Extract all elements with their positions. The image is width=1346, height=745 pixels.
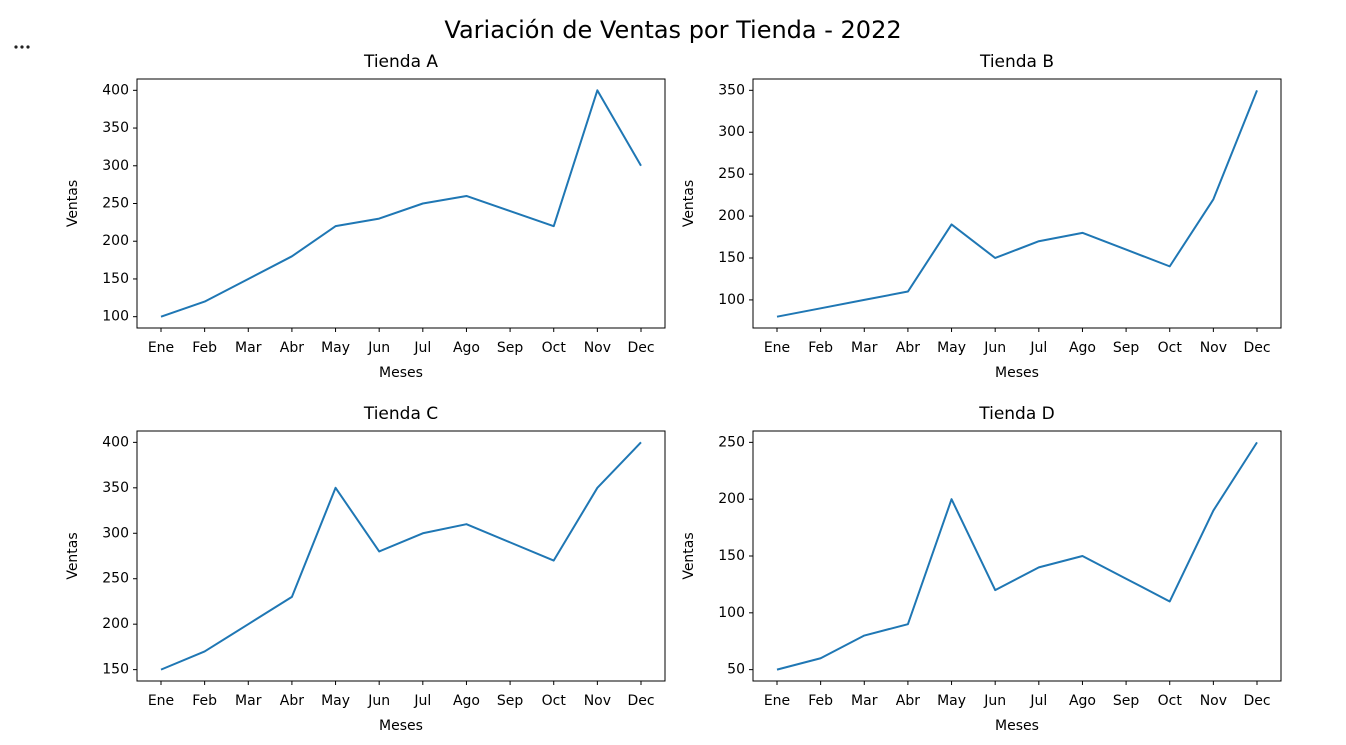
x-tick-label: May: [937, 340, 966, 356]
x-tick-label: Ene: [148, 693, 174, 709]
x-axis-label: Meses: [379, 365, 423, 381]
x-tick-label: Feb: [192, 340, 217, 356]
y-tick-label: 250: [718, 434, 745, 450]
x-tick-label: Feb: [808, 340, 833, 356]
y-tick-label: 300: [102, 525, 129, 541]
subplot: Tienda A 100 150 200 250 300 350 400 Ene Feb Mar Ab…: [65, 52, 666, 381]
cell-menu-icon[interactable]: [14, 45, 30, 49]
plot-frame: [136, 430, 666, 682]
x-tick-label: Dec: [1243, 340, 1270, 356]
x-tick-label: Oct: [542, 693, 567, 709]
y-tick-label: 150: [718, 250, 745, 266]
line: [776, 89, 1258, 318]
x-tick-label: Ago: [1069, 693, 1096, 709]
x-tick-label: Abr: [280, 693, 304, 709]
y-tick-label: 250: [102, 571, 129, 587]
x-tick-label: Jul: [1029, 693, 1047, 709]
x-tick-label: Ago: [453, 340, 480, 356]
x-tick-label: Mar: [851, 693, 878, 709]
x-tick-label: Mar: [235, 340, 262, 356]
x-tick-label: Oct: [1158, 340, 1183, 356]
x-tick-label: Nov: [1200, 693, 1227, 709]
y-tick-label: 250: [718, 166, 745, 182]
x-tick-label: Nov: [1200, 340, 1227, 356]
subplot: Tienda B 100 150 200 250 300 350 Ene Feb Mar Abr Ma…: [681, 52, 1282, 381]
y-tick-label: 100: [102, 309, 129, 325]
x-tick-label: Feb: [808, 693, 833, 709]
y-axis-label: Ventas: [681, 180, 697, 227]
x-tick-label: Ago: [453, 693, 480, 709]
y-tick-label: 350: [718, 82, 745, 98]
x-tick-label: Jun: [367, 693, 390, 709]
y-axis-label: Ventas: [65, 532, 81, 579]
x-tick-label: Ene: [764, 693, 790, 709]
y-tick-label: 200: [718, 491, 745, 507]
x-tick-label: Feb: [192, 693, 217, 709]
x-tick-label: Jun: [983, 340, 1006, 356]
y-tick-label: 400: [102, 82, 129, 98]
subplot-title: Tienda B: [979, 52, 1054, 72]
plot-frame: [752, 78, 1282, 329]
figure-title: Variación de Ventas por Tienda - 2022: [444, 16, 901, 44]
y-tick-label: 150: [102, 271, 129, 287]
y-tick-label: 200: [718, 208, 745, 224]
y-tick-label: 150: [718, 548, 745, 564]
x-tick-label: Jul: [1029, 340, 1047, 356]
x-axis-label: Meses: [995, 365, 1039, 381]
y-tick-label: 50: [727, 662, 745, 678]
x-tick-label: May: [937, 693, 966, 709]
subplot-title: Tienda D: [978, 404, 1055, 424]
x-tick-label: Ene: [148, 340, 174, 356]
y-axis-label: Ventas: [65, 180, 81, 227]
x-axis-label: Meses: [995, 718, 1039, 734]
x-tick-label: Ago: [1069, 340, 1096, 356]
y-tick-label: 100: [718, 292, 745, 308]
x-tick-label: May: [321, 693, 350, 709]
y-tick-label: 150: [102, 662, 129, 678]
x-tick-label: Dec: [1243, 693, 1270, 709]
y-tick-label: 100: [718, 605, 745, 621]
x-tick-label: Ene: [764, 340, 790, 356]
x-tick-label: Abr: [896, 340, 920, 356]
line: [160, 441, 642, 671]
y-axis-label: Ventas: [681, 532, 697, 579]
x-tick-label: Jun: [983, 693, 1006, 709]
x-tick-label: Jul: [413, 340, 431, 356]
subplot-title: Tienda A: [363, 52, 438, 72]
x-tick-label: Dec: [627, 340, 654, 356]
x-tick-label: Mar: [851, 340, 878, 356]
x-tick-label: Jul: [413, 693, 431, 709]
y-tick-label: 300: [718, 124, 745, 140]
x-tick-label: Jun: [367, 340, 390, 356]
x-tick-label: Nov: [584, 340, 611, 356]
x-tick-label: Sep: [1113, 340, 1140, 356]
line: [160, 89, 642, 318]
x-tick-label: Sep: [497, 340, 524, 356]
x-tick-label: Abr: [896, 693, 920, 709]
y-tick-label: 300: [102, 158, 129, 174]
x-tick-label: Sep: [497, 693, 524, 709]
x-tick-label: Abr: [280, 340, 304, 356]
y-tick-label: 350: [102, 480, 129, 496]
subplot: Tienda D 50 100 150 200 250 Ene Feb Mar Abr May Jun…: [681, 404, 1282, 734]
x-tick-label: Dec: [627, 693, 654, 709]
y-tick-label: 400: [102, 434, 129, 450]
x-tick-label: Mar: [235, 693, 262, 709]
y-tick-label: 200: [102, 616, 129, 632]
plot-frame: [752, 430, 1282, 682]
line: [776, 441, 1258, 671]
x-tick-label: Oct: [542, 340, 567, 356]
y-tick-label: 350: [102, 120, 129, 136]
x-tick-label: Nov: [584, 693, 611, 709]
subplot-title: Tienda C: [363, 404, 438, 424]
x-tick-label: May: [321, 340, 350, 356]
plot-frame: [136, 78, 666, 329]
x-tick-label: Sep: [1113, 693, 1140, 709]
x-tick-label: Oct: [1158, 693, 1183, 709]
x-axis-label: Meses: [379, 718, 423, 734]
y-tick-label: 250: [102, 196, 129, 212]
subplot: Tienda C 150 200 250 300 350 400 Ene Feb Mar Abr Ma…: [65, 404, 666, 734]
y-tick-label: 200: [102, 233, 129, 249]
